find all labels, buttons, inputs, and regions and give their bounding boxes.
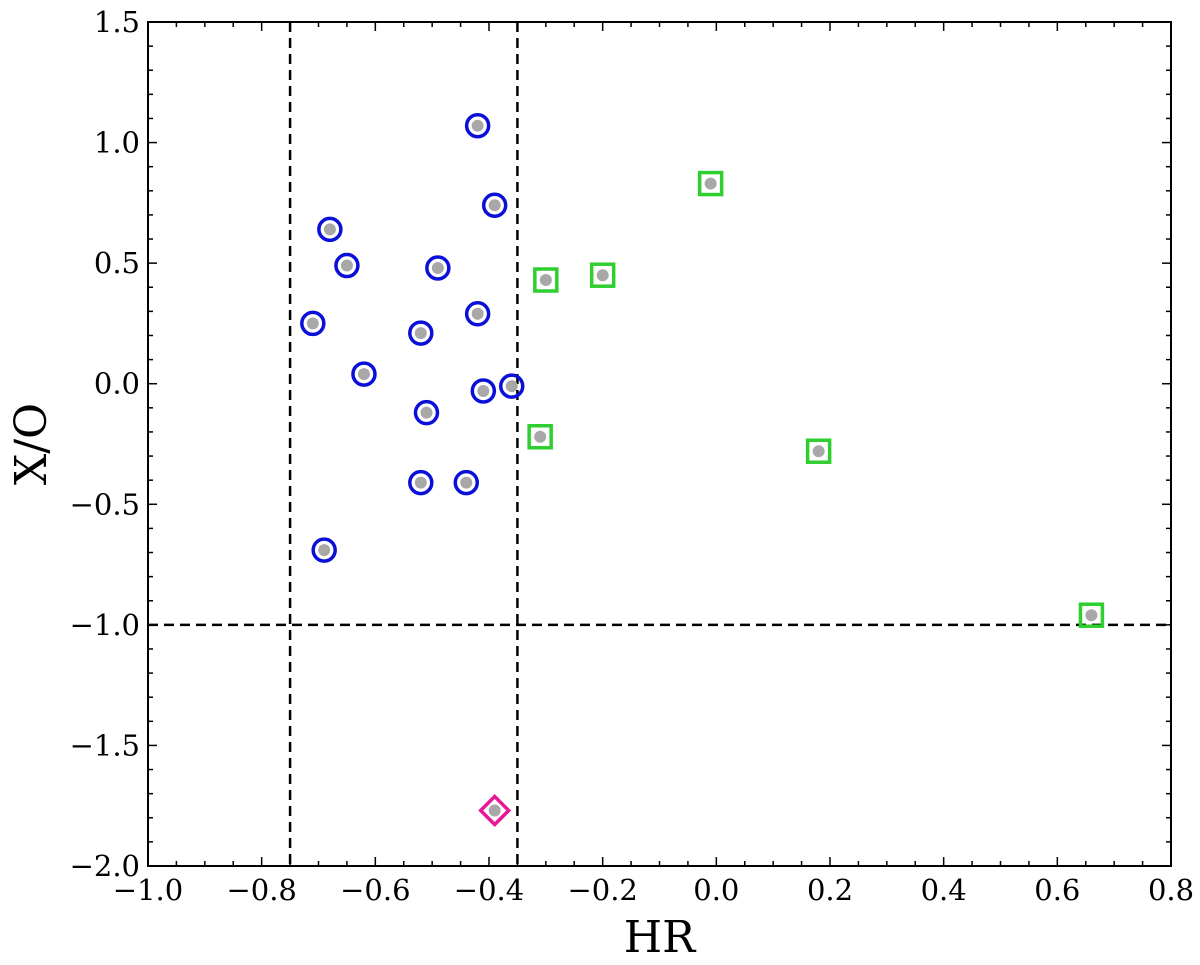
square-data-point (527, 424, 553, 450)
inner-dot (460, 476, 473, 489)
circle-data-point (351, 361, 377, 387)
inner-dot (812, 445, 825, 458)
y-tick-label: −1.5 (70, 728, 140, 762)
circle-marker (464, 112, 491, 139)
x-tick-label: 0.8 (1148, 873, 1194, 907)
x-tick-label: −1.0 (113, 873, 183, 907)
inner-dot (704, 177, 717, 190)
square-marker (1078, 602, 1105, 628)
circle-marker (425, 255, 451, 281)
x-tick-label: 0.2 (807, 873, 853, 907)
x-tick-label: 0.4 (921, 873, 967, 907)
circle-data-point (481, 192, 508, 219)
inner-dot (420, 406, 433, 419)
circle-marker (317, 216, 343, 243)
x-tick-label: 0.6 (1034, 873, 1080, 907)
square-marker (533, 267, 559, 293)
inner-dot (539, 274, 552, 287)
circle-marker (470, 378, 497, 404)
x-tick-label: −0.2 (567, 873, 637, 907)
circle-data-point (408, 320, 434, 346)
y-tick-label: 1.0 (94, 126, 140, 160)
square-marker (527, 424, 553, 450)
circle-data-point (470, 378, 497, 404)
inner-dot (488, 804, 501, 817)
square-data-point (533, 267, 559, 293)
circle-data-point (464, 112, 491, 139)
inner-dot (306, 317, 319, 330)
square-data-point (1078, 602, 1105, 628)
plot-frame (147, 21, 1172, 867)
square-data-point (697, 170, 724, 197)
circle-marker (351, 361, 377, 387)
inner-dot (534, 430, 547, 443)
inner-dot (1085, 609, 1098, 622)
y-tick-label: 0.0 (94, 367, 140, 401)
x-tick-label: 0.0 (693, 873, 739, 907)
inner-dot (340, 259, 353, 272)
circle-data-point (453, 469, 480, 496)
circle-data-point (408, 469, 434, 496)
square-marker (697, 170, 724, 197)
inner-dot (431, 261, 444, 274)
inner-dot (471, 119, 484, 132)
circle-data-point (464, 301, 491, 327)
circle-data-point (498, 373, 525, 399)
circle-data-point (317, 216, 343, 243)
x-tick-label: −0.4 (454, 873, 524, 907)
inner-dot (471, 307, 484, 320)
circle-data-point (311, 537, 337, 563)
square-data-point (805, 438, 832, 464)
inner-dot (323, 223, 336, 236)
y-tick-label: −1.0 (70, 608, 140, 642)
axis-ticks (147, 21, 1172, 867)
circle-marker (334, 252, 360, 279)
circle-marker (408, 469, 434, 496)
data-points (300, 112, 1105, 828)
inner-dot (596, 269, 609, 282)
circle-data-point (425, 255, 451, 281)
y-tick-labels: −2.0 −1.5 −1.0 −0.5 0.0 0.5 1.0 1.5 (70, 5, 140, 883)
circle-data-point (413, 399, 440, 426)
y-tick-label: 0.5 (94, 246, 140, 280)
x-axis-label: HR (624, 912, 697, 960)
circle-marker (453, 469, 480, 496)
square-data-point (589, 262, 616, 288)
circle-marker (464, 301, 491, 327)
y-axis-label: X/O (6, 403, 57, 485)
y-tick-label: −2.0 (70, 849, 140, 883)
circle-data-point (334, 252, 360, 279)
y-tick-label: 1.5 (94, 5, 140, 39)
inner-dot (505, 380, 518, 393)
inner-dot (414, 476, 427, 489)
inner-dot (414, 327, 427, 340)
inner-dot (477, 384, 490, 397)
square-marker (805, 438, 832, 464)
circle-marker (408, 320, 434, 346)
circle-marker (498, 373, 525, 399)
square-marker (589, 262, 616, 288)
reference-lines (148, 22, 1171, 866)
circle-marker (300, 310, 326, 337)
diamond-marker (478, 794, 512, 828)
inner-dot (488, 199, 501, 212)
circle-marker (311, 537, 337, 563)
inner-dot (318, 544, 331, 557)
x-tick-label: −0.6 (340, 873, 410, 907)
circle-marker (481, 192, 508, 219)
circle-data-point (300, 310, 326, 337)
circle-marker (413, 399, 440, 426)
x-tick-label: −0.8 (226, 873, 296, 907)
diamond-data-point (478, 794, 512, 828)
inner-dot (357, 368, 370, 381)
x-tick-labels: −1.0 −0.8 −0.6 −0.4 −0.2 0.0 0.2 0.4 0.6 0.8 (113, 873, 1194, 907)
y-tick-label: −0.5 (70, 487, 140, 521)
